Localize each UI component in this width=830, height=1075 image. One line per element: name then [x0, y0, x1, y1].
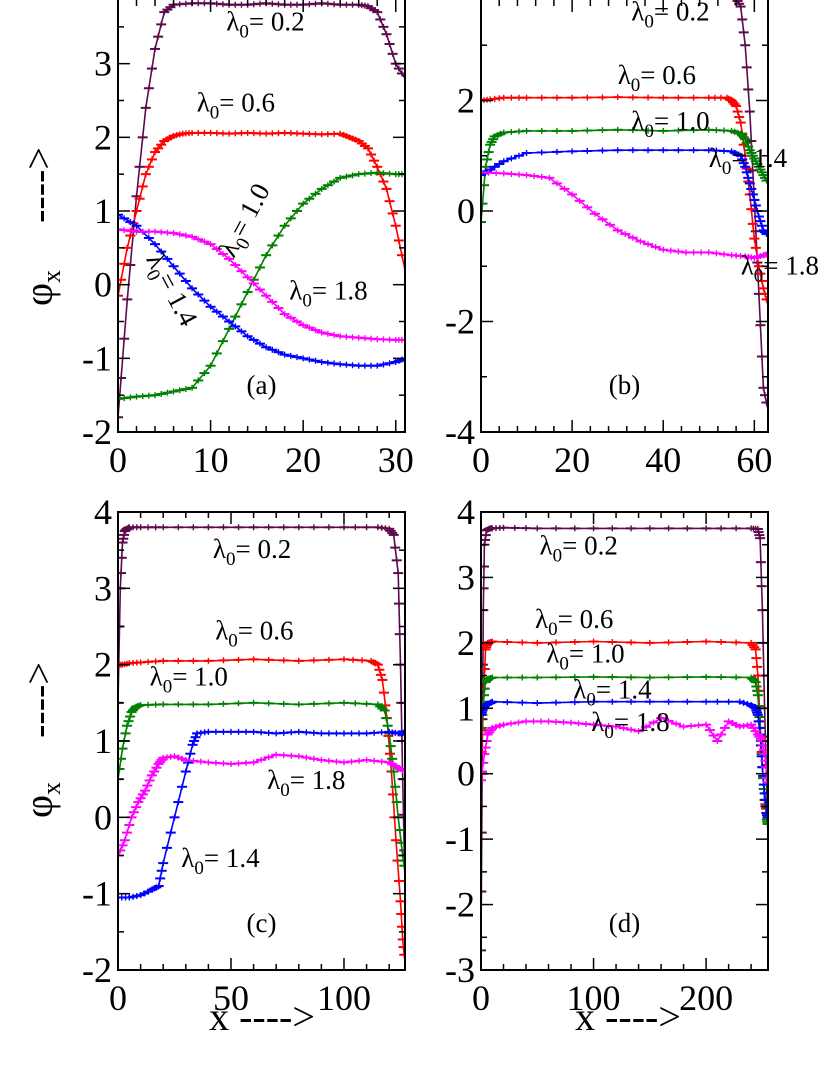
- y-tick-label: 0: [94, 797, 112, 837]
- x-tick-label: 20: [285, 440, 321, 480]
- svg-text:---->: ---->: [16, 662, 61, 738]
- x-tick-label: 0: [472, 440, 490, 480]
- y-tick-label: -2: [82, 412, 112, 452]
- y-tick-label: -1: [82, 874, 112, 914]
- x-tick-label: 100: [317, 978, 371, 1018]
- lambda-label: λ0= 0.6: [215, 616, 293, 652]
- y-tick-label: 2: [457, 623, 475, 663]
- y-tick-label: 3: [94, 568, 112, 608]
- y-tick-label: 3: [457, 557, 475, 597]
- x-tick-label: 0: [472, 978, 490, 1018]
- y-tick-label: 2: [94, 117, 112, 157]
- y-tick-label: -3: [445, 950, 475, 990]
- y-title-arrow-bottom: ---->: [16, 662, 61, 738]
- lambda-label: λ0= 0.2: [226, 7, 304, 43]
- y-axis-title-top: ---->: [16, 147, 61, 223]
- y-tick-label: -2: [445, 302, 475, 342]
- y-title-phi: φ: [16, 283, 61, 306]
- x-tick-label: 200: [679, 978, 733, 1018]
- series-line-1.0: [481, 128, 768, 223]
- x-tick-label: 100: [567, 978, 621, 1018]
- lambda-label: λ0= 1.0: [150, 661, 228, 697]
- series-group: [481, 524, 768, 954]
- panel-0: 0 10 20 30 -2 -1 0 1 2 3 (a) λ0= 0.2 λ0= 0.6 λ0= 1.0λ…: [82, 0, 414, 480]
- y-tick-label: 2: [457, 81, 475, 121]
- x-axis-title-right: x ---->: [575, 994, 681, 1039]
- y-title-arrow: ---->: [16, 147, 61, 223]
- series-line-1.0: [118, 701, 405, 871]
- x-tick-label: 0: [109, 440, 127, 480]
- y-tick-label: -1: [82, 338, 112, 378]
- y-axis-title-bottom-symbol: φx: [16, 782, 66, 818]
- lambda-label: λ0= 0.2: [631, 0, 709, 32]
- panel-1: 0 20 40 60-4-202(b)λ0= 0.2λ0= 0.6λ0= 1.0λ0=…: [445, 0, 819, 480]
- lambda-label: λ0= 1.8: [591, 707, 669, 743]
- x-tick-label: 20: [554, 440, 590, 480]
- y-tick-label: 0: [94, 265, 112, 305]
- lambda-label: λ0= 1.0: [546, 639, 624, 675]
- panel-label: (b): [609, 370, 640, 400]
- y-tick-label: 1: [94, 191, 112, 231]
- lambda-label: λ0= 0.6: [618, 60, 696, 96]
- plot-frame: [480, 511, 769, 971]
- plot-frame: [117, 511, 406, 971]
- y-title-sub: x: [37, 270, 66, 283]
- x-tick-label: 10: [193, 440, 229, 480]
- y-tick-label: 1: [457, 688, 475, 728]
- series-line-0.2: [481, 526, 768, 951]
- y-tick-label: 2: [94, 645, 112, 685]
- y-tick-label: 4: [94, 492, 112, 532]
- lambda-label: λ0= 0.2: [213, 534, 291, 570]
- y-tick-label: 1: [94, 721, 112, 761]
- x-tick-label: 0: [109, 978, 127, 1018]
- lambda-label: λ0= 1.4: [573, 675, 652, 711]
- y-tick-label: 0: [457, 191, 475, 231]
- x-tick-label: 60: [736, 440, 772, 480]
- x-tick-label: 50: [213, 978, 249, 1018]
- series-group: [118, 524, 405, 963]
- y-tick-label: 3: [94, 44, 112, 84]
- y-axis-title-bottom: ---->: [16, 662, 61, 738]
- lambda-label: λ0= 1.0: [631, 106, 709, 142]
- x-tick-label: 30: [378, 440, 414, 480]
- lambda-label: λ0= 0.6: [535, 604, 613, 640]
- lambda-label: λ0= 1.4: [181, 843, 260, 879]
- series-line-0.2: [118, 526, 405, 887]
- panel-2: 0 50 100 -2 -1 0 1 2 3 4 (c) λ0= 0.2 λ0= 0.6 λ0= 1.0 λ…: [82, 492, 406, 1018]
- lambda-label: λ0= 1.0: [213, 178, 282, 264]
- svg-text:---->: ---->: [16, 147, 61, 223]
- svg-text:φx: φx: [16, 270, 66, 306]
- y-tick-label: -1: [445, 819, 475, 859]
- series-line-0.6: [481, 96, 768, 306]
- y-tick-label: -4: [445, 412, 475, 452]
- lambda-label: λ0= 1.8: [741, 251, 819, 287]
- y-tick-label: 0: [457, 754, 475, 794]
- series-line-1.8: [481, 171, 768, 259]
- svg-text:φx: φx: [16, 782, 66, 818]
- y-axis-title-top-symbol: φx: [16, 270, 66, 306]
- series-line-1.8: [118, 753, 405, 856]
- x-tick-label: 40: [645, 440, 681, 480]
- y-tick-label: 4: [457, 492, 475, 532]
- y-title-sub-bottom: x: [37, 782, 66, 795]
- lambda-label: λ0= 0.2: [540, 531, 618, 567]
- lambda-label: λ0= 1.8: [289, 275, 367, 311]
- x-axis-title-left: x ---->: [209, 994, 315, 1039]
- y-title-phi-bottom: φ: [16, 795, 61, 818]
- lambda-label: λ0= 1.4: [709, 143, 788, 179]
- lambda-label: λ0= 1.8: [267, 765, 345, 801]
- series-group: [118, 0, 405, 421]
- panel-label: (a): [247, 370, 277, 400]
- lambda-label: λ0= 0.6: [197, 88, 275, 124]
- panel-label: (c): [247, 908, 277, 938]
- y-tick-label: -2: [445, 885, 475, 925]
- y-tick-label: -2: [82, 950, 112, 990]
- panel-label: (d): [609, 908, 640, 938]
